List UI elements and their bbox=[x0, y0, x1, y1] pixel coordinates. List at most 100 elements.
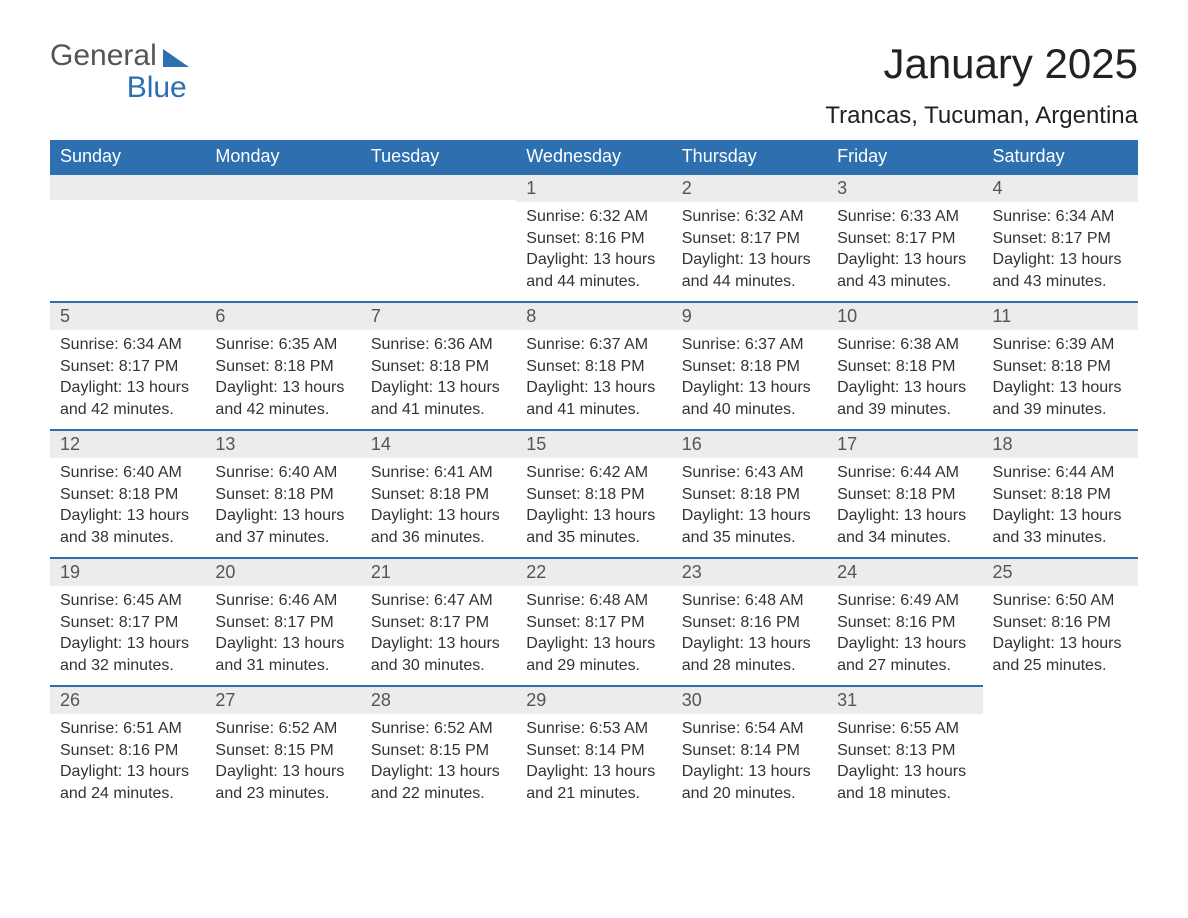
day-details: Sunrise: 6:47 AMSunset: 8:17 PMDaylight:… bbox=[361, 586, 516, 682]
daylight-line: Daylight: 13 hours and 41 minutes. bbox=[526, 377, 661, 420]
month-title: January 2025 bbox=[825, 40, 1138, 88]
weekday-header: Wednesday bbox=[516, 140, 671, 173]
daylight-line: Daylight: 13 hours and 29 minutes. bbox=[526, 633, 661, 676]
daylight-line: Daylight: 13 hours and 43 minutes. bbox=[837, 249, 972, 292]
sunset-line: Sunset: 8:15 PM bbox=[371, 740, 506, 762]
day-details: Sunrise: 6:33 AMSunset: 8:17 PMDaylight:… bbox=[827, 202, 982, 298]
day-number: 15 bbox=[516, 429, 671, 458]
day-number: 18 bbox=[983, 429, 1138, 458]
calendar-cell: 16Sunrise: 6:43 AMSunset: 8:18 PMDayligh… bbox=[672, 429, 827, 557]
logo-word-1: General bbox=[50, 40, 157, 72]
sunset-line: Sunset: 8:17 PM bbox=[215, 612, 350, 634]
day-details: Sunrise: 6:49 AMSunset: 8:16 PMDaylight:… bbox=[827, 586, 982, 682]
sunrise-line: Sunrise: 6:48 AM bbox=[682, 590, 817, 612]
day-number: 9 bbox=[672, 301, 827, 330]
calendar-cell: 13Sunrise: 6:40 AMSunset: 8:18 PMDayligh… bbox=[205, 429, 360, 557]
sunrise-line: Sunrise: 6:51 AM bbox=[60, 718, 195, 740]
day-details: Sunrise: 6:32 AMSunset: 8:17 PMDaylight:… bbox=[672, 202, 827, 298]
day-number: 20 bbox=[205, 557, 360, 586]
day-number: 6 bbox=[205, 301, 360, 330]
calendar-cell: 19Sunrise: 6:45 AMSunset: 8:17 PMDayligh… bbox=[50, 557, 205, 685]
sunset-line: Sunset: 8:18 PM bbox=[837, 484, 972, 506]
sunset-line: Sunset: 8:14 PM bbox=[526, 740, 661, 762]
day-number: 4 bbox=[983, 173, 1138, 202]
brand-logo: General Blue bbox=[50, 40, 189, 103]
calendar-cell: 22Sunrise: 6:48 AMSunset: 8:17 PMDayligh… bbox=[516, 557, 671, 685]
day-details: Sunrise: 6:40 AMSunset: 8:18 PMDaylight:… bbox=[205, 458, 360, 554]
daylight-line: Daylight: 13 hours and 44 minutes. bbox=[526, 249, 661, 292]
calendar-cell: 30Sunrise: 6:54 AMSunset: 8:14 PMDayligh… bbox=[672, 685, 827, 813]
daylight-line: Daylight: 13 hours and 21 minutes. bbox=[526, 761, 661, 804]
day-number: 5 bbox=[50, 301, 205, 330]
day-number: 1 bbox=[516, 173, 671, 202]
sunrise-line: Sunrise: 6:47 AM bbox=[371, 590, 506, 612]
day-details: Sunrise: 6:32 AMSunset: 8:16 PMDaylight:… bbox=[516, 202, 671, 298]
sunrise-line: Sunrise: 6:46 AM bbox=[215, 590, 350, 612]
day-details: Sunrise: 6:44 AMSunset: 8:18 PMDaylight:… bbox=[983, 458, 1138, 554]
sunset-line: Sunset: 8:17 PM bbox=[526, 612, 661, 634]
daylight-line: Daylight: 13 hours and 24 minutes. bbox=[60, 761, 195, 804]
day-details: Sunrise: 6:37 AMSunset: 8:18 PMDaylight:… bbox=[516, 330, 671, 426]
sunrise-line: Sunrise: 6:49 AM bbox=[837, 590, 972, 612]
sunset-line: Sunset: 8:16 PM bbox=[837, 612, 972, 634]
sunrise-line: Sunrise: 6:39 AM bbox=[993, 334, 1128, 356]
sunset-line: Sunset: 8:18 PM bbox=[215, 484, 350, 506]
calendar-cell bbox=[50, 173, 205, 301]
sunrise-line: Sunrise: 6:53 AM bbox=[526, 718, 661, 740]
logo-flag-icon bbox=[163, 49, 189, 67]
day-details: Sunrise: 6:41 AMSunset: 8:18 PMDaylight:… bbox=[361, 458, 516, 554]
sunset-line: Sunset: 8:18 PM bbox=[215, 356, 350, 378]
calendar-week-row: 5Sunrise: 6:34 AMSunset: 8:17 PMDaylight… bbox=[50, 301, 1138, 429]
calendar-cell bbox=[361, 173, 516, 301]
sunrise-line: Sunrise: 6:44 AM bbox=[837, 462, 972, 484]
day-details: Sunrise: 6:45 AMSunset: 8:17 PMDaylight:… bbox=[50, 586, 205, 682]
sunrise-line: Sunrise: 6:32 AM bbox=[682, 206, 817, 228]
sunset-line: Sunset: 8:18 PM bbox=[682, 484, 817, 506]
sunrise-line: Sunrise: 6:33 AM bbox=[837, 206, 972, 228]
calendar-cell: 15Sunrise: 6:42 AMSunset: 8:18 PMDayligh… bbox=[516, 429, 671, 557]
day-details: Sunrise: 6:37 AMSunset: 8:18 PMDaylight:… bbox=[672, 330, 827, 426]
sunset-line: Sunset: 8:18 PM bbox=[993, 356, 1128, 378]
sunrise-line: Sunrise: 6:48 AM bbox=[526, 590, 661, 612]
sunrise-line: Sunrise: 6:54 AM bbox=[682, 718, 817, 740]
calendar-cell: 9Sunrise: 6:37 AMSunset: 8:18 PMDaylight… bbox=[672, 301, 827, 429]
daylight-line: Daylight: 13 hours and 23 minutes. bbox=[215, 761, 350, 804]
daylight-line: Daylight: 13 hours and 39 minutes. bbox=[837, 377, 972, 420]
calendar-cell: 6Sunrise: 6:35 AMSunset: 8:18 PMDaylight… bbox=[205, 301, 360, 429]
daylight-line: Daylight: 13 hours and 30 minutes. bbox=[371, 633, 506, 676]
calendar-cell: 17Sunrise: 6:44 AMSunset: 8:18 PMDayligh… bbox=[827, 429, 982, 557]
day-number: 13 bbox=[205, 429, 360, 458]
sunrise-line: Sunrise: 6:38 AM bbox=[837, 334, 972, 356]
sunset-line: Sunset: 8:17 PM bbox=[60, 612, 195, 634]
sunrise-line: Sunrise: 6:34 AM bbox=[60, 334, 195, 356]
sunset-line: Sunset: 8:18 PM bbox=[371, 356, 506, 378]
sunset-line: Sunset: 8:16 PM bbox=[526, 228, 661, 250]
empty-leading-cell bbox=[205, 173, 360, 200]
day-number: 7 bbox=[361, 301, 516, 330]
day-details: Sunrise: 6:36 AMSunset: 8:18 PMDaylight:… bbox=[361, 330, 516, 426]
day-number: 14 bbox=[361, 429, 516, 458]
calendar-cell: 21Sunrise: 6:47 AMSunset: 8:17 PMDayligh… bbox=[361, 557, 516, 685]
title-block: January 2025 Trancas, Tucuman, Argentina bbox=[825, 40, 1138, 130]
sunrise-line: Sunrise: 6:40 AM bbox=[215, 462, 350, 484]
sunrise-line: Sunrise: 6:44 AM bbox=[993, 462, 1128, 484]
day-number: 11 bbox=[983, 301, 1138, 330]
day-details: Sunrise: 6:51 AMSunset: 8:16 PMDaylight:… bbox=[50, 714, 205, 810]
day-number: 23 bbox=[672, 557, 827, 586]
day-details: Sunrise: 6:52 AMSunset: 8:15 PMDaylight:… bbox=[205, 714, 360, 810]
daylight-line: Daylight: 13 hours and 44 minutes. bbox=[682, 249, 817, 292]
calendar-cell: 12Sunrise: 6:40 AMSunset: 8:18 PMDayligh… bbox=[50, 429, 205, 557]
calendar-cell: 1Sunrise: 6:32 AMSunset: 8:16 PMDaylight… bbox=[516, 173, 671, 301]
sunrise-line: Sunrise: 6:42 AM bbox=[526, 462, 661, 484]
daylight-line: Daylight: 13 hours and 42 minutes. bbox=[60, 377, 195, 420]
daylight-line: Daylight: 13 hours and 39 minutes. bbox=[993, 377, 1128, 420]
calendar-cell: 29Sunrise: 6:53 AMSunset: 8:14 PMDayligh… bbox=[516, 685, 671, 813]
daylight-line: Daylight: 13 hours and 35 minutes. bbox=[682, 505, 817, 548]
daylight-line: Daylight: 13 hours and 40 minutes. bbox=[682, 377, 817, 420]
weekday-header: Sunday bbox=[50, 140, 205, 173]
sunrise-line: Sunrise: 6:52 AM bbox=[371, 718, 506, 740]
day-details: Sunrise: 6:44 AMSunset: 8:18 PMDaylight:… bbox=[827, 458, 982, 554]
daylight-line: Daylight: 13 hours and 28 minutes. bbox=[682, 633, 817, 676]
sunrise-line: Sunrise: 6:43 AM bbox=[682, 462, 817, 484]
daylight-line: Daylight: 13 hours and 31 minutes. bbox=[215, 633, 350, 676]
